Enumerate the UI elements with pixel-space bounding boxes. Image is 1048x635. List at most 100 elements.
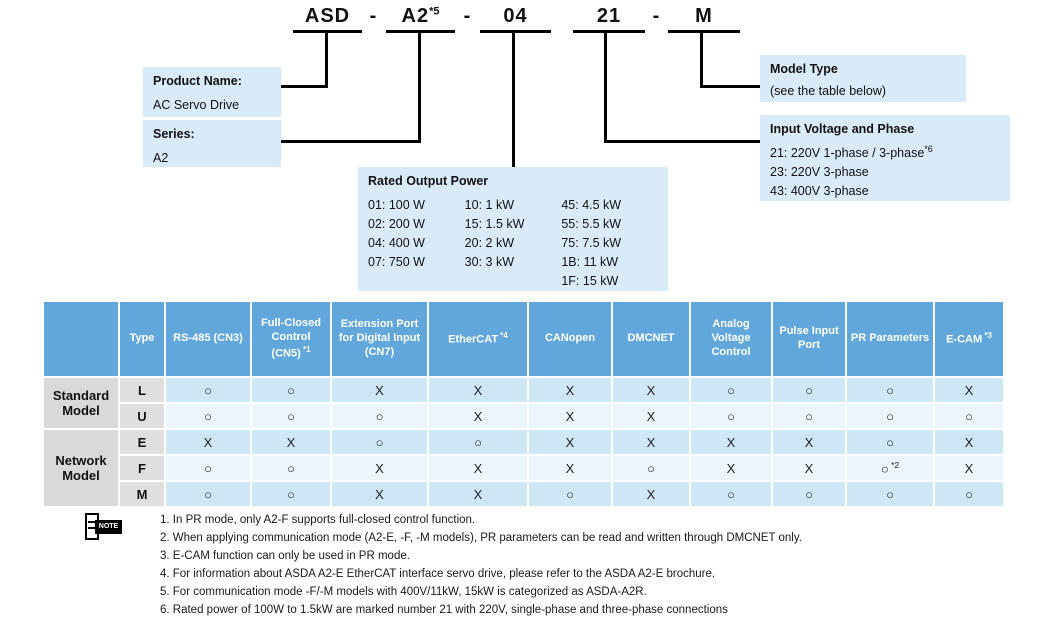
- feature-value-cell: ○: [252, 404, 330, 428]
- feature-value-cell: ○: [691, 404, 771, 428]
- series-value: A2: [153, 151, 169, 165]
- model-type-value: (see the table below): [770, 84, 887, 98]
- connector-line: [281, 140, 421, 143]
- power-code: 75: 7.5 kW: [561, 236, 622, 250]
- feature-value-cell: X: [691, 456, 771, 480]
- model-segment-power: 04: [480, 5, 551, 33]
- feature-table: Type RS-485 (CN3) Full-Closed Control (CN5…: [42, 300, 1005, 508]
- corner-cell: [44, 302, 118, 376]
- column-header: E-CAM *3: [935, 302, 1003, 376]
- connector-line: [325, 33, 328, 88]
- feature-value-cell: X: [332, 378, 427, 402]
- model-segment-product: ASD: [293, 5, 362, 33]
- feature-value-cell: ○: [935, 482, 1003, 506]
- feature-value-cell: ○: [773, 378, 845, 402]
- column-header: EtherCAT *4: [429, 302, 527, 376]
- feature-value-cell: ○: [166, 456, 250, 480]
- feature-value-cell: X: [613, 430, 689, 454]
- feature-value-cell: ○: [429, 430, 527, 454]
- note-item: 4. For information about ASDA A2-E Ether…: [160, 568, 716, 580]
- power-code: 45: 4.5 kW: [561, 198, 622, 212]
- series-callout: Series: A2: [143, 120, 281, 167]
- feature-value-cell: ○: [691, 378, 771, 402]
- power-code: 1B: 11 kW: [561, 255, 619, 269]
- power-code: 07: 750 W: [368, 255, 425, 269]
- notes-list: 1. In PR mode, only A2-F supports full-c…: [160, 511, 1020, 619]
- type-cell: E: [120, 430, 164, 454]
- feature-value-cell: ○: [847, 378, 933, 402]
- rated-output-power-columns: 01: 100 W 02: 200 W 04: 400 W 07: 750 W 10: …: [358, 194, 668, 291]
- feature-value-cell: ○: [773, 482, 845, 506]
- feature-value-cell: ○ *2: [847, 456, 933, 480]
- model-type-callout: Model Type (see the table below): [760, 55, 966, 102]
- feature-value-cell: ○: [166, 482, 250, 506]
- power-code-column: 10: 1 kW 15: 1.5 kW 20: 2 kW 30: 3 kW: [465, 196, 562, 291]
- connector-line: [700, 33, 703, 88]
- table-row: F ○ ○ X X X ○ X X ○ *2 X: [44, 456, 1003, 480]
- column-header: Type: [120, 302, 164, 376]
- feature-value-cell: X: [429, 404, 527, 428]
- note-item: 6. Rated power of 100W to 1.5kW are mark…: [160, 604, 728, 616]
- feature-value-cell: X: [773, 456, 845, 480]
- connector-line: [604, 140, 762, 143]
- power-code: 10: 1 kW: [464, 198, 514, 212]
- voltage-option: 23: 220V 3-phase: [770, 165, 869, 180]
- connector-line: [512, 33, 515, 167]
- column-header: PR Parameters: [847, 302, 933, 376]
- connector-line: [604, 33, 607, 143]
- table-row: M ○ ○ X X ○ X ○ ○ ○ ○: [44, 482, 1003, 506]
- note-item: 5. For communication mode -F/-M models w…: [160, 586, 647, 598]
- rated-output-power-callout: Rated Output Power 01: 100 W 02: 200 W 04:…: [358, 167, 668, 291]
- feature-value-cell: ○: [252, 482, 330, 506]
- column-header: DMCNET: [613, 302, 689, 376]
- column-header: CANopen: [529, 302, 611, 376]
- feature-value-cell: X: [429, 482, 527, 506]
- model-group-label: Standard Model: [44, 378, 118, 428]
- feature-value-cell: X: [429, 378, 527, 402]
- column-header: Analog Voltage Control: [691, 302, 771, 376]
- feature-value-cell: X: [332, 482, 427, 506]
- feature-value-cell: ○: [847, 482, 933, 506]
- connector-line: [281, 85, 328, 88]
- column-header: Full-Closed Control (CN5) *1: [252, 302, 330, 376]
- feature-value-cell: ○: [773, 404, 845, 428]
- column-header: Extension Port for Digital Input (CN7): [332, 302, 427, 376]
- connector-line: [700, 85, 762, 88]
- feature-value-cell: ○: [691, 482, 771, 506]
- note-item: 1. In PR mode, only A2-F supports full-c…: [160, 514, 476, 526]
- note-item: 2. When applying communication mode (A2-…: [160, 532, 802, 544]
- feature-value-cell: ○: [935, 404, 1003, 428]
- feature-value-cell: X: [529, 404, 611, 428]
- feature-value-cell: X: [691, 430, 771, 454]
- connector-line: [418, 33, 421, 143]
- table-row: U ○ ○ ○ X X X ○ ○ ○ ○: [44, 404, 1003, 428]
- type-cell: U: [120, 404, 164, 428]
- feature-value-cell: ○: [166, 378, 250, 402]
- power-code-column: 01: 100 W 02: 200 W 04: 400 W 07: 750 W: [368, 196, 465, 291]
- power-code: 01: 100 W: [368, 198, 425, 212]
- feature-value-cell: ○: [332, 404, 427, 428]
- model-group-label: Network Model: [44, 430, 118, 506]
- power-code: 20: 2 kW: [464, 236, 514, 250]
- note-icon: NOTE: [85, 513, 125, 543]
- product-name-value: AC Servo Drive: [153, 98, 240, 112]
- feature-value-cell: ○: [529, 482, 611, 506]
- feature-value-cell: X: [529, 378, 611, 402]
- feature-value-cell: X: [935, 378, 1003, 402]
- power-code: 15: 1.5 kW: [464, 217, 525, 231]
- power-code: 55: 5.5 kW: [561, 217, 622, 231]
- feature-value-cell: X: [613, 378, 689, 402]
- type-cell: F: [120, 456, 164, 480]
- column-header: Pulse Input Port: [773, 302, 845, 376]
- feature-value-cell: ○: [166, 404, 250, 428]
- rated-output-power-title: Rated Output Power: [368, 174, 489, 188]
- input-voltage-items: 21: 220V 1-phase / 3-phase*6 23: 220V 3-p…: [760, 140, 1010, 201]
- power-code-column: 45: 4.5 kW 55: 5.5 kW 75: 7.5 kW 1B: 11 kW 1…: [561, 196, 658, 291]
- note-tag-label: NOTE: [95, 520, 122, 534]
- model-type-title: Model Type: [770, 62, 838, 76]
- feature-value-cell: X: [252, 430, 330, 454]
- feature-value-cell: X: [429, 456, 527, 480]
- product-name-title: Product Name:: [153, 74, 242, 88]
- product-name-callout: Product Name: AC Servo Drive: [143, 67, 281, 117]
